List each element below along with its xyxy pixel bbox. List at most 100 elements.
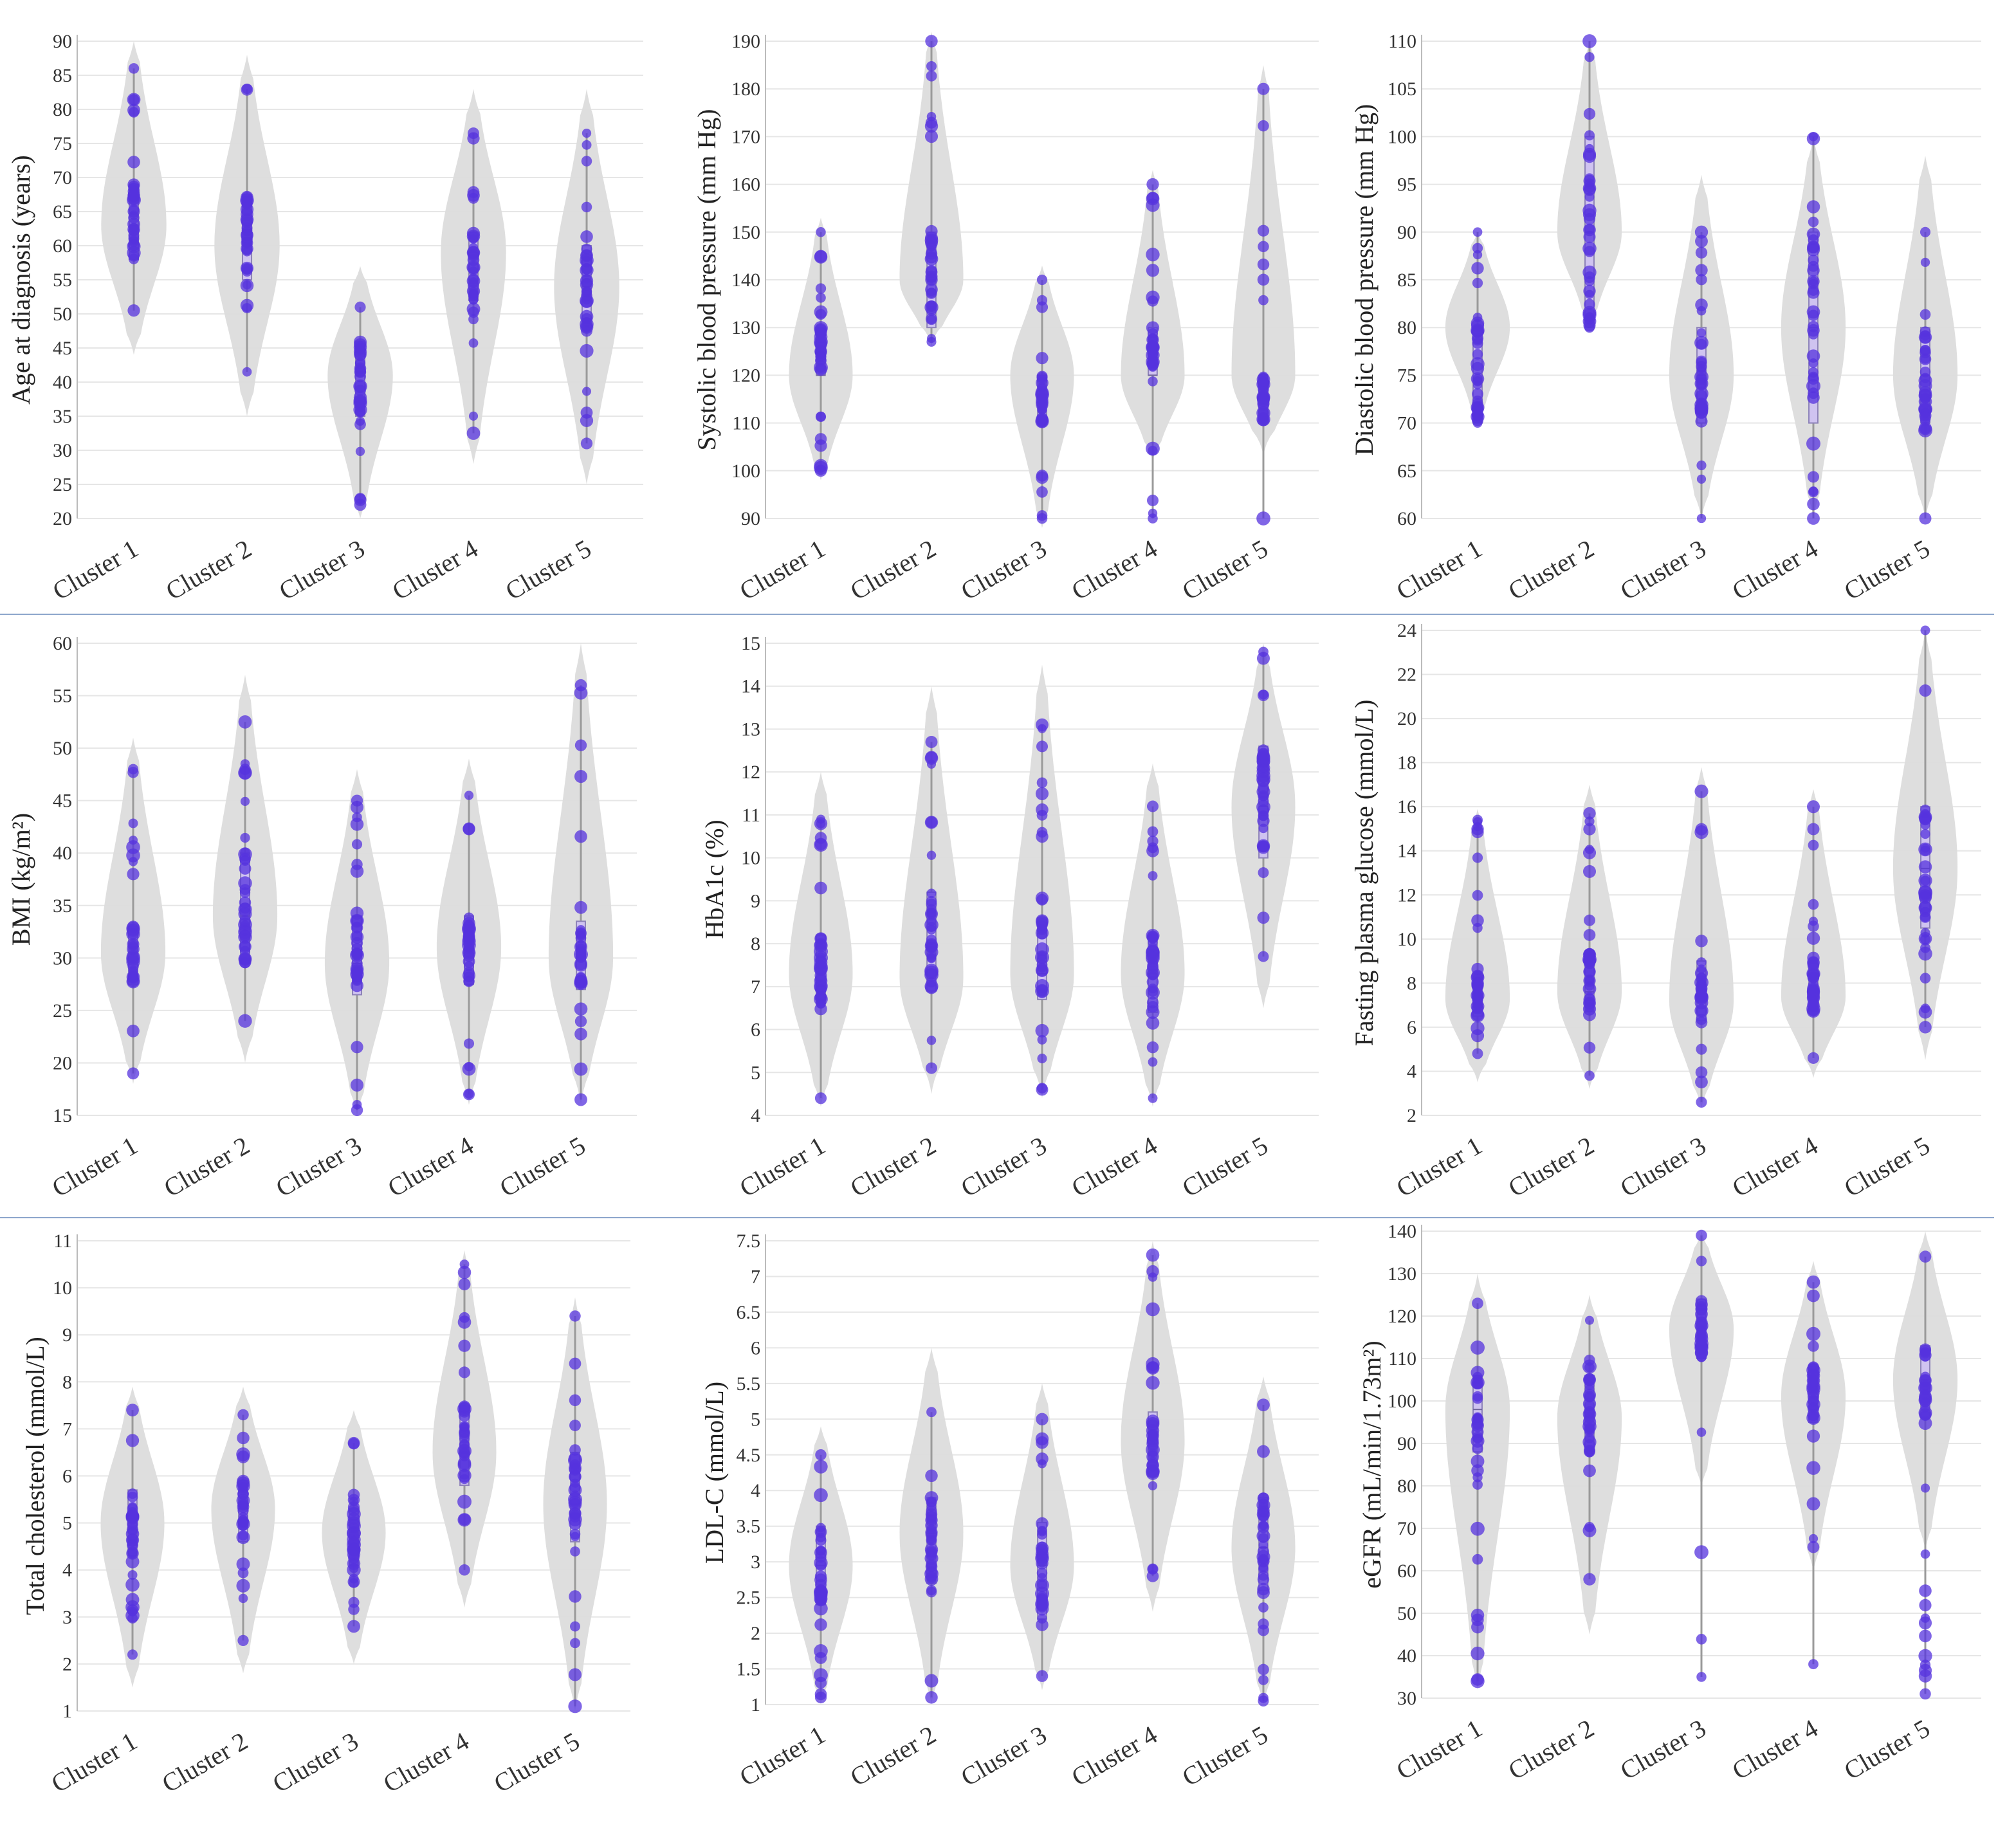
data-point xyxy=(355,407,365,417)
data-point xyxy=(127,1067,140,1080)
y-tick-label: 90 xyxy=(53,31,72,52)
data-point xyxy=(926,1407,937,1418)
data-point xyxy=(1037,962,1047,973)
y-tick-label: 75 xyxy=(53,133,72,154)
x-category-label: Cluster 1 xyxy=(48,534,143,606)
data-point xyxy=(238,1517,248,1528)
data-point xyxy=(1806,132,1820,145)
data-point xyxy=(1807,497,1820,511)
data-point xyxy=(1807,1402,1820,1414)
data-point xyxy=(815,347,827,360)
y-axis-title: Systolic blood pressure (mm Hg) xyxy=(692,109,721,450)
data-point xyxy=(1258,840,1269,852)
data-point xyxy=(1146,1464,1160,1479)
y-tick-label: 105 xyxy=(1388,78,1416,100)
y-tick-label: 90 xyxy=(1397,1433,1416,1454)
y-tick-label: 130 xyxy=(1388,1263,1416,1285)
data-point xyxy=(1584,246,1595,257)
data-point xyxy=(1036,809,1048,821)
data-point xyxy=(568,1452,582,1465)
data-point xyxy=(926,888,937,899)
data-point xyxy=(347,1504,360,1517)
data-point xyxy=(925,751,938,764)
data-point xyxy=(347,1519,361,1533)
x-category-label: Cluster 3 xyxy=(956,1131,1052,1203)
data-point xyxy=(1472,242,1483,253)
y-tick-label: 70 xyxy=(53,167,72,188)
data-point xyxy=(354,301,366,313)
data-point xyxy=(816,227,826,237)
data-point xyxy=(569,1310,581,1322)
data-point xyxy=(1806,800,1820,814)
data-point xyxy=(814,1570,827,1582)
data-point xyxy=(1472,821,1483,832)
data-point xyxy=(126,1524,139,1536)
data-point xyxy=(128,973,138,983)
data-point xyxy=(1584,130,1595,141)
x-category-label: Cluster 2 xyxy=(161,534,257,606)
data-point xyxy=(1583,996,1596,1010)
data-point xyxy=(1258,1692,1269,1703)
data-point xyxy=(924,1542,939,1557)
data-point xyxy=(1472,1297,1483,1310)
data-point xyxy=(1257,911,1270,924)
data-point xyxy=(128,63,140,74)
data-point xyxy=(1696,357,1707,369)
data-point xyxy=(458,1278,471,1290)
data-point xyxy=(1696,460,1707,471)
data-point xyxy=(1472,404,1483,415)
x-category-label: Cluster 1 xyxy=(735,1131,830,1203)
panel-total-cholesterol: 1 2 3 4 5 6 7 8 9 10 11 Total cholesterol (mmol/L) C… xyxy=(21,1231,630,1798)
data-point xyxy=(468,338,479,348)
data-point xyxy=(1146,1376,1160,1390)
y-tick-label: 3.5 xyxy=(737,1516,761,1537)
data-point xyxy=(580,437,593,450)
x-category-label: Cluster 4 xyxy=(1727,534,1823,606)
data-point xyxy=(1471,1646,1485,1661)
data-point xyxy=(574,975,587,988)
data-point xyxy=(1257,258,1270,271)
data-point xyxy=(129,223,139,233)
data-point xyxy=(569,1512,581,1523)
data-point xyxy=(1472,1479,1483,1490)
data-point xyxy=(814,837,828,852)
data-point xyxy=(569,1357,582,1370)
data-point xyxy=(1258,386,1269,397)
data-point xyxy=(353,340,367,354)
data-point xyxy=(1920,333,1931,344)
data-point xyxy=(1584,173,1595,183)
x-category-label: Cluster 2 xyxy=(159,1131,255,1203)
data-point xyxy=(1919,684,1932,697)
data-point xyxy=(569,1420,581,1431)
data-point xyxy=(240,279,254,293)
data-point xyxy=(1918,886,1932,901)
data-point xyxy=(238,715,252,729)
data-point xyxy=(924,130,939,143)
data-point xyxy=(1919,1343,1932,1355)
y-tick-label: 120 xyxy=(731,365,760,386)
data-point xyxy=(1806,1363,1820,1377)
data-point xyxy=(1471,1340,1485,1355)
y-tick-label: 1 xyxy=(62,1701,72,1722)
data-point xyxy=(1806,1461,1820,1475)
data-point xyxy=(468,273,479,285)
data-point xyxy=(1257,774,1270,788)
data-point xyxy=(1584,1354,1595,1366)
data-point xyxy=(241,237,253,249)
data-point xyxy=(350,948,364,962)
data-point xyxy=(1919,1021,1932,1034)
y-tick-label: 10 xyxy=(53,1277,72,1299)
data-point xyxy=(1695,298,1708,311)
data-point xyxy=(1694,376,1709,390)
y-tick-label: 190 xyxy=(731,31,760,52)
y-axis-title: eGFR (mL/min/1.73m²) xyxy=(1357,1341,1386,1588)
data-point xyxy=(239,862,252,875)
data-point xyxy=(1582,1388,1597,1402)
data-point xyxy=(467,132,480,145)
data-point xyxy=(239,953,251,965)
data-point xyxy=(926,1511,937,1523)
data-point xyxy=(1036,1670,1049,1682)
y-tick-label: 22 xyxy=(1397,664,1416,686)
